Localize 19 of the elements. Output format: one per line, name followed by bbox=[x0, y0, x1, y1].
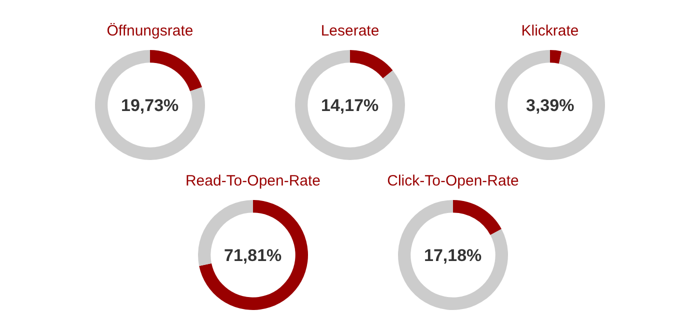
donut-slice bbox=[453, 200, 502, 236]
chart-title: Leserate bbox=[320, 22, 380, 40]
chart-title: Klickrate bbox=[521, 22, 579, 40]
donut-slice bbox=[295, 50, 405, 160]
donut-slice bbox=[95, 50, 205, 160]
donut-slice bbox=[350, 50, 393, 78]
text: 17,18% bbox=[424, 246, 482, 265]
text: 71,81% bbox=[224, 246, 282, 265]
donut-slice bbox=[150, 50, 202, 92]
donut-slice bbox=[199, 200, 308, 310]
donut-slice bbox=[550, 50, 562, 64]
text: 14,17% bbox=[321, 96, 379, 115]
donut-slice bbox=[398, 200, 508, 310]
text: 3,39% bbox=[526, 96, 574, 115]
donut-slice bbox=[495, 50, 605, 160]
text: 19,73% bbox=[121, 96, 179, 115]
chart-title: Read-To-Open-Rate bbox=[185, 172, 321, 190]
chart-title: Click-To-Open-Rate bbox=[387, 172, 519, 190]
chart-title: Öffnungsrate bbox=[106, 22, 194, 40]
